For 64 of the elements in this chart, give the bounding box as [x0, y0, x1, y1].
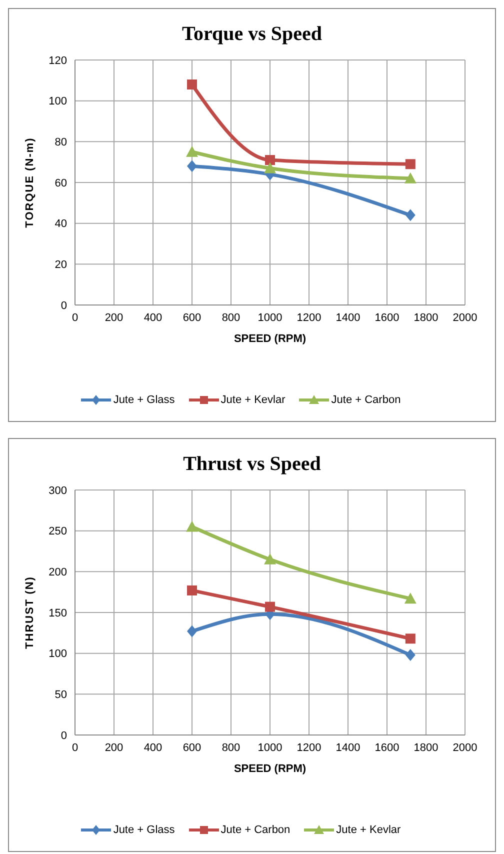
x-tick-label: 600 [182, 742, 202, 754]
point [264, 553, 276, 564]
x-tick-label: 1200 [296, 312, 322, 324]
y-tick-label: 300 [48, 484, 67, 497]
x-tick-label: 1800 [414, 742, 438, 754]
x-tick-label: 1000 [258, 742, 282, 754]
x-tick-label: 800 [222, 742, 240, 754]
legend-label: Jute + Kevlar [336, 824, 401, 836]
y-tick-label: 0 [60, 730, 67, 742]
x-axis-title: SPEED (RPM) [234, 763, 306, 775]
x-tick-label: 400 [144, 312, 162, 324]
x-tick-label: 200 [104, 742, 124, 754]
point [265, 155, 275, 166]
y-tick-label: 250 [48, 526, 67, 538]
x-tick-label: 600 [182, 312, 202, 324]
y-tick-label: 120 [48, 54, 67, 67]
point [187, 625, 197, 638]
point [187, 585, 197, 596]
point [404, 172, 416, 184]
y-tick-label: 150 [48, 607, 67, 620]
y-tick-label: 40 [54, 218, 67, 230]
point [404, 592, 416, 604]
y-tick-label: 50 [54, 689, 67, 702]
point [405, 159, 416, 170]
x-tick-label: 1400 [336, 312, 360, 324]
y-tick-label: 80 [54, 136, 67, 149]
legend-label: Jute + Glass [113, 824, 175, 836]
x-tick-label: 0 [72, 742, 78, 754]
y-axis-title: TORQUE (N-m) [24, 137, 36, 228]
y-tick-label: 200 [48, 566, 67, 579]
x-tick-label: 2000 [452, 312, 478, 324]
y-tick-label: 100 [48, 648, 67, 660]
x-tick-label: 800 [222, 312, 240, 324]
x-tick-label: 0 [72, 312, 78, 324]
x-tick-label: 1200 [296, 742, 322, 754]
chart-title: Torque vs Speed [180, 23, 324, 46]
point [187, 160, 197, 172]
point [405, 634, 416, 644]
legend-label: Jute + Carbon [220, 824, 290, 836]
x-tick-label: 2000 [452, 742, 478, 754]
x-axis-title: SPEED (RPM) [234, 333, 306, 345]
x-tick-label: 1400 [336, 742, 360, 754]
legend-label: Jute + Kevlar [220, 394, 286, 406]
x-tick-label: 1000 [258, 312, 282, 324]
y-tick-label: 100 [48, 96, 67, 108]
x-tick-label: 200 [104, 312, 124, 324]
point [187, 80, 197, 90]
chart-title: Thrust vs Speed [182, 453, 322, 476]
point [186, 520, 198, 532]
x-tick-label: 1600 [374, 312, 400, 324]
point [405, 209, 416, 222]
point [405, 648, 416, 661]
y-tick-label: 60 [54, 177, 67, 190]
legend-label: Jute + Glass [113, 394, 175, 406]
point [265, 602, 275, 612]
x-tick-label: 1800 [414, 312, 438, 324]
y-tick-label: 0 [60, 300, 67, 312]
x-tick-label: 1600 [374, 742, 400, 754]
y-tick-label: 20 [54, 259, 67, 272]
point [264, 162, 276, 174]
point [186, 146, 198, 157]
x-tick-label: 400 [144, 742, 162, 754]
y-axis-title: THRUST (N) [24, 576, 36, 649]
legend-label: Jute + Carbon [331, 394, 401, 406]
